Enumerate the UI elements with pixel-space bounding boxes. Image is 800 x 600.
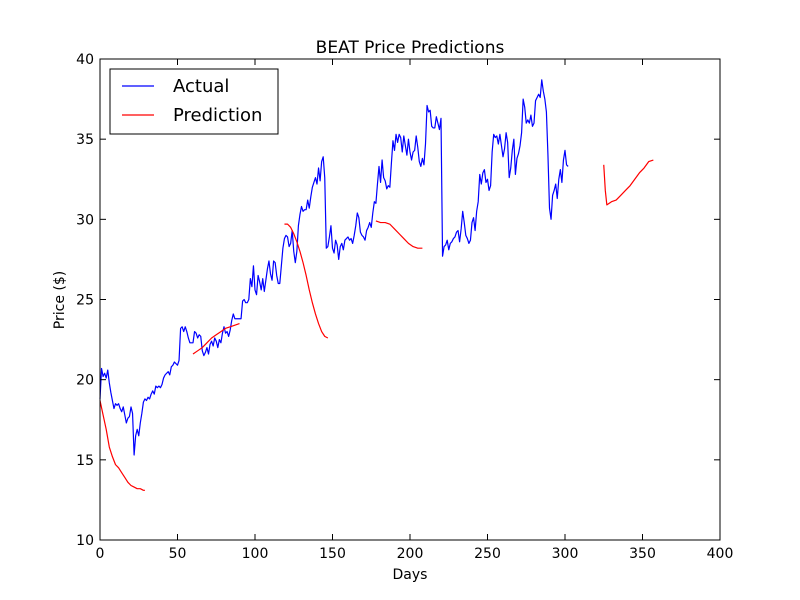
series-line-prediction-3 [284,223,329,339]
series-line-prediction-1 [99,400,145,491]
y-tick-label: 30 [76,212,94,228]
series-line-prediction-2 [192,322,240,355]
y-tick-label: 15 [76,453,94,469]
x-tick-label: 150 [319,546,346,562]
series-line-prediction-4 [375,220,423,249]
chart-title: BEAT Price Predictions [316,38,505,58]
legend-label-actual: Actual [173,76,229,97]
legend-box [109,68,279,135]
x-tick-label: 250 [474,546,501,562]
y-tick-label: 10 [76,533,94,549]
series-line-prediction-5 [603,159,654,206]
legend: Actual Prediction [109,68,279,135]
x-tick-label: 200 [397,546,424,562]
x-tick-label: 0 [96,546,105,562]
x-tick-label: 400 [707,546,734,562]
x-tick-label: 100 [242,546,269,562]
x-tick-label: 50 [169,546,187,562]
y-axis-label: Price ($) [52,271,68,329]
x-tick-label: 300 [552,546,579,562]
x-axis-label: Days [393,567,428,583]
y-tick-label: 25 [76,293,94,309]
series-line-actual [99,79,569,456]
y-tick-label: 40 [76,52,94,68]
legend-label-prediction: Prediction [173,105,262,126]
ticks-layer: 0 50 100 150 200 250 300 350 400 10 15 20 25 30 35 40 [76,52,733,562]
series-layer [99,79,654,491]
x-tick-label: 350 [629,546,656,562]
y-tick-label: 20 [76,373,94,389]
y-tick-label: 35 [76,132,94,148]
